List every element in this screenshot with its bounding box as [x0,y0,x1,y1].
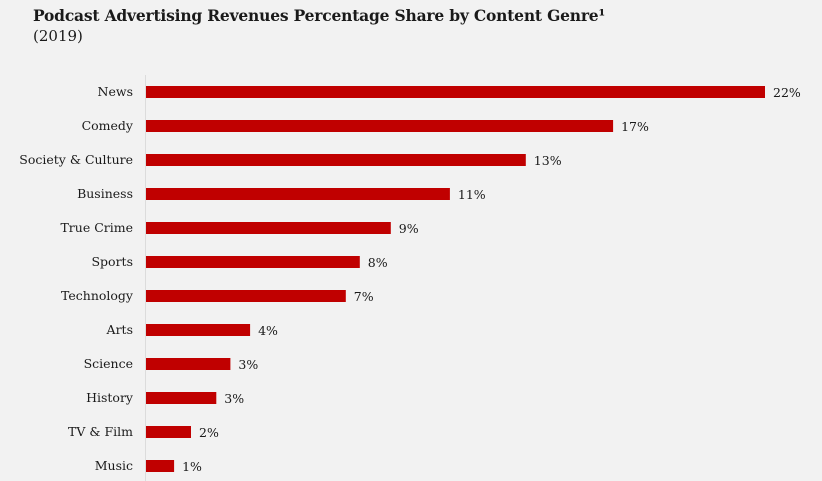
category-label: Sports [91,254,133,269]
category-label: Music [95,458,133,473]
bar [146,222,391,234]
bar [146,188,450,200]
category-label: Society & Culture [19,152,133,167]
category-label: Science [84,356,133,371]
value-label: 11% [458,187,486,202]
category-label: Arts [106,322,133,337]
value-label: 3% [224,391,244,406]
value-label: 2% [199,425,219,440]
bar [146,86,765,98]
bar [146,290,346,302]
value-label: 9% [399,221,419,236]
category-label: TV & Film [68,424,133,439]
chart-subtitle: (2019) [33,27,83,45]
category-label: History [86,390,134,405]
value-label: 13% [534,153,562,168]
value-label: 4% [258,323,278,338]
category-label: Business [77,186,133,201]
chart-title: Podcast Advertising Revenues Percentage … [33,6,606,25]
value-label: 22% [773,85,801,100]
bar [146,256,360,268]
value-label: 3% [238,357,258,372]
category-label: True Crime [60,220,133,235]
category-label: News [98,84,133,99]
bar [146,120,614,132]
value-label: 8% [368,255,388,270]
value-label: 1% [182,459,202,474]
bar [146,426,191,438]
bar [146,392,217,404]
bar [146,460,175,472]
bar [146,358,231,370]
value-label: 7% [354,289,374,304]
category-label: Comedy [82,118,134,133]
category-label: Technology [61,288,134,303]
bar [146,324,251,336]
value-label: 17% [621,119,649,134]
bar [146,154,526,166]
